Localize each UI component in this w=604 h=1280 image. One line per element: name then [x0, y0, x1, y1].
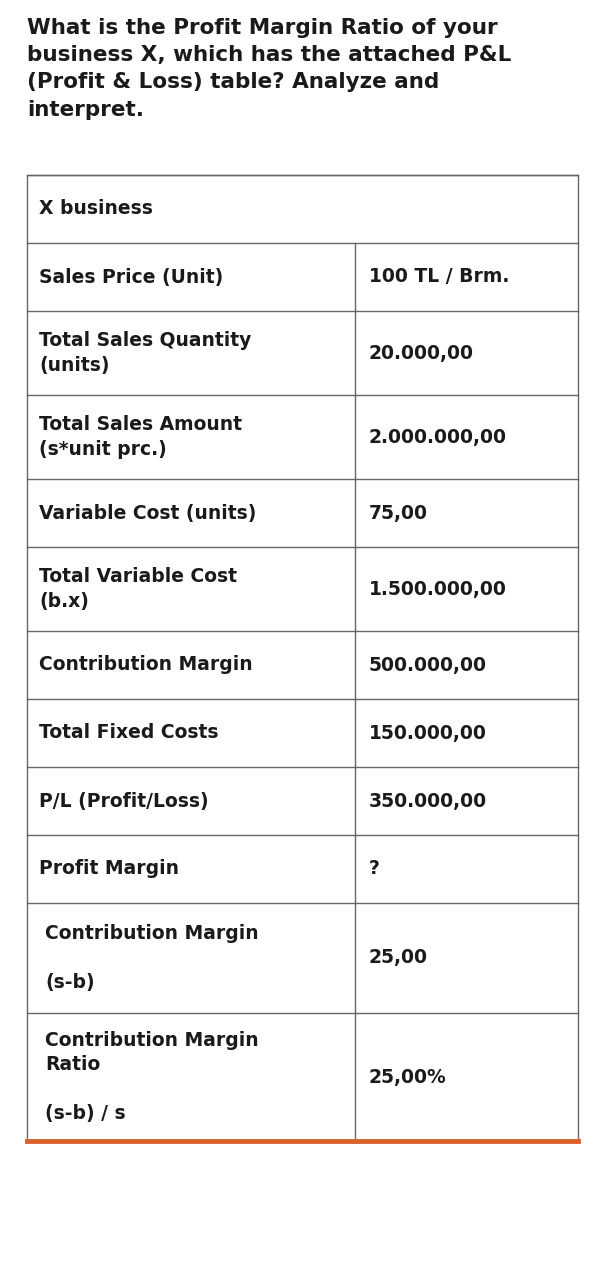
Text: Profit Margin: Profit Margin [39, 859, 179, 878]
Text: 25,00: 25,00 [369, 948, 428, 968]
Bar [27, 175, 578, 1140]
Text: What is the Profit Margin Ratio of your
business X, which has the attached P&L
(: What is the Profit Margin Ratio of your … [27, 18, 512, 119]
Text: 25,00%: 25,00% [369, 1068, 446, 1087]
Text: Variable Cost (units): Variable Cost (units) [39, 503, 256, 522]
Text: 500.000,00: 500.000,00 [369, 655, 487, 675]
Text: 150.000,00: 150.000,00 [369, 723, 487, 742]
Text: Total Sales Amount
(s*unit prc.): Total Sales Amount (s*unit prc.) [39, 416, 242, 458]
Bar [27, 175, 578, 1140]
Text: 75,00: 75,00 [369, 503, 428, 522]
Text: 2.000.000,00: 2.000.000,00 [369, 428, 507, 447]
Text: 1.500.000,00: 1.500.000,00 [369, 580, 507, 599]
Text: 100 TL / Brm.: 100 TL / Brm. [369, 268, 509, 287]
Text: X business: X business [39, 200, 153, 219]
Text: Total Variable Cost
(b.x): Total Variable Cost (b.x) [39, 567, 237, 611]
Text: 20.000,00: 20.000,00 [369, 343, 474, 362]
Text: ?: ? [369, 859, 380, 878]
Text: P/L (Profit/Loss): P/L (Profit/Loss) [39, 791, 208, 810]
Text: Contribution Margin: Contribution Margin [39, 655, 252, 675]
Text: 350.000,00: 350.000,00 [369, 791, 487, 810]
Text: Contribution Margin
Ratio

(s-b) / s: Contribution Margin Ratio (s-b) / s [45, 1032, 259, 1123]
Text: Sales Price (Unit): Sales Price (Unit) [39, 268, 223, 287]
Text: Total Fixed Costs: Total Fixed Costs [39, 723, 219, 742]
Text: Total Sales Quantity
(units): Total Sales Quantity (units) [39, 332, 251, 375]
Text: Contribution Margin

(s-b): Contribution Margin (s-b) [45, 924, 259, 992]
